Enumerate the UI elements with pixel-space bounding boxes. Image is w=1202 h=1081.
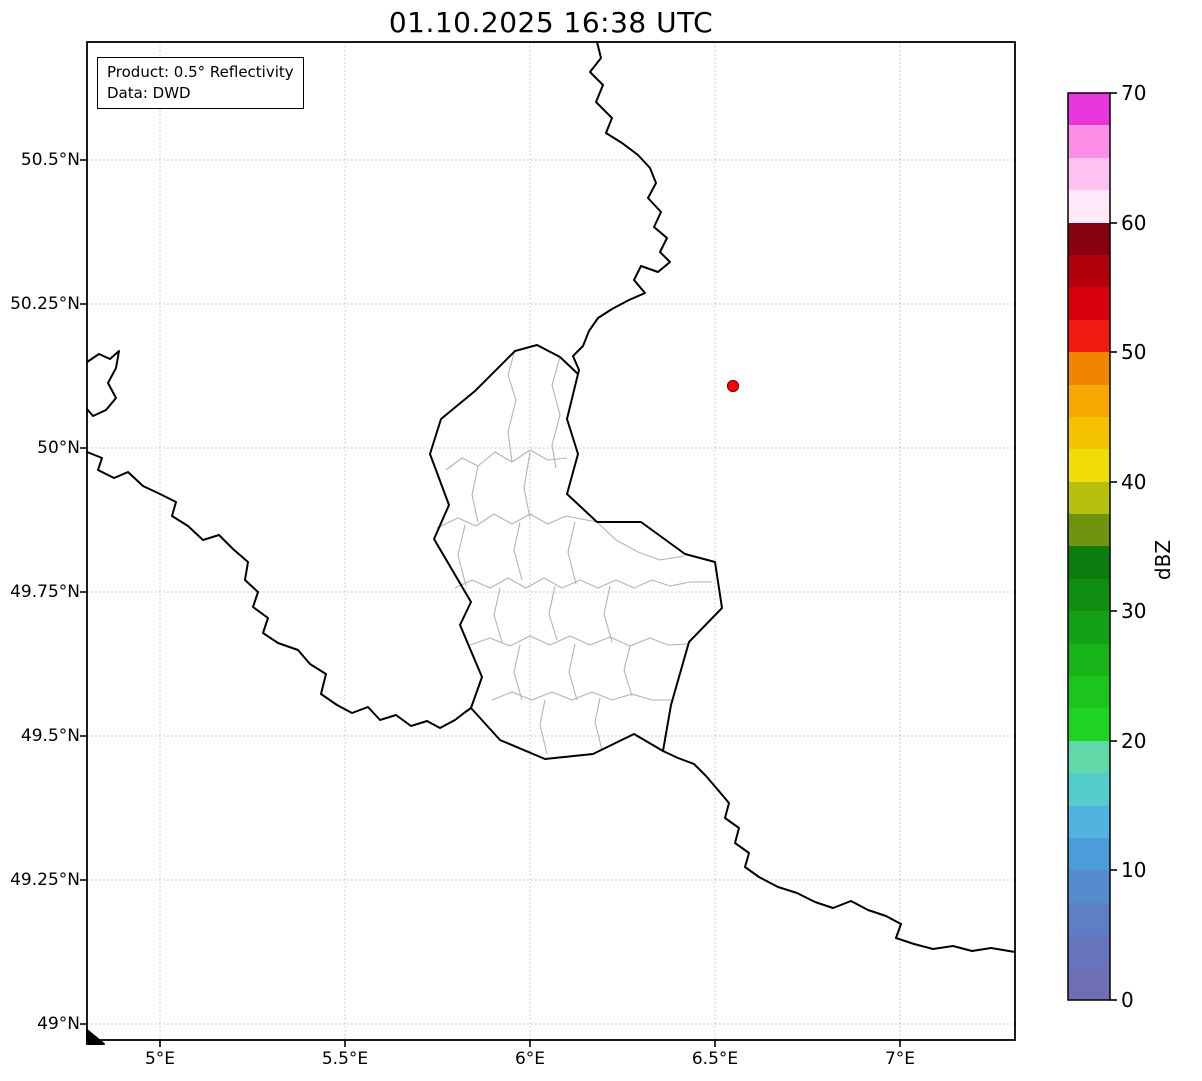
colorbar-segment <box>1068 93 1110 126</box>
colorbar-segment <box>1068 416 1110 450</box>
colorbar-segment <box>1068 643 1110 677</box>
colorbar-segment <box>1068 481 1110 515</box>
colorbar-frame <box>1067 92 1111 1001</box>
x-tick-label: 6°E <box>514 1049 546 1069</box>
colorbar-units-label: dBZ <box>1151 539 1175 581</box>
country-borders <box>86 41 1016 1045</box>
colorbar-segment <box>1068 708 1110 741</box>
y-tick-label: 49.25°N <box>10 870 80 890</box>
colorbar-segment <box>1068 870 1110 903</box>
colorbar-segment <box>1068 578 1110 612</box>
y-tick-label: 49°N <box>37 1014 80 1034</box>
colorbar-segment <box>1068 676 1110 709</box>
colorbar-segment <box>1068 384 1110 417</box>
y-tick-label: 50.25°N <box>10 294 80 314</box>
grid-lines <box>87 42 1015 1040</box>
border-corner-fragment <box>86 1029 105 1045</box>
colorbar-segment <box>1068 935 1110 968</box>
y-tick-label: 50.5°N <box>20 150 80 170</box>
colorbar-segment <box>1068 157 1110 191</box>
plot-frame <box>86 41 1016 1041</box>
colorbar-segment <box>1068 449 1110 482</box>
border-france-west <box>86 451 472 729</box>
x-tick-label: 7°E <box>884 1049 916 1069</box>
colorbar-segment <box>1068 352 1110 385</box>
colorbar-tick-label: 50 <box>1121 340 1147 364</box>
colorbar-tick-label: 30 <box>1121 599 1147 623</box>
colorbar-gradient <box>1068 93 1110 1000</box>
y-axis-ticks <box>80 159 87 1025</box>
colorbar-segment <box>1068 254 1110 288</box>
colorbar-segment <box>1068 773 1110 806</box>
colorbar-segment <box>1068 740 1110 774</box>
colorbar-segment <box>1068 546 1110 579</box>
district-borders <box>436 349 712 755</box>
colorbar-segment <box>1068 967 1110 1000</box>
colorbar-segment <box>1068 514 1110 547</box>
colorbar-tick-label: 70 <box>1121 81 1147 105</box>
colorbar-segment <box>1068 837 1110 871</box>
colorbar-tick-label: 40 <box>1121 470 1147 494</box>
annotation-source: Data: DWD <box>107 84 191 102</box>
colorbar-segment <box>1068 287 1110 320</box>
page-title: 01.10.2025 16:38 UTC <box>388 6 714 39</box>
colorbar-segment <box>1068 125 1110 158</box>
radar-marker <box>726 379 740 393</box>
colorbar-tick-label: 0 <box>1121 988 1134 1012</box>
colorbar-tick-label: 20 <box>1121 729 1147 753</box>
x-tick-label: 5.5°E <box>321 1049 369 1069</box>
x-tick-label: 6.5°E <box>691 1049 739 1069</box>
colorbar-segment <box>1068 611 1110 644</box>
colorbar-segment <box>1068 805 1110 838</box>
x-tick-label: 5°E <box>144 1049 176 1069</box>
y-tick-label: 49.75°N <box>10 582 80 602</box>
colorbar-tick-label: 60 <box>1121 211 1147 235</box>
colorbar-segment <box>1068 190 1110 223</box>
y-tick-label: 50°N <box>37 438 80 458</box>
colorbar-ticks <box>1110 92 1117 1001</box>
colorbar-segment <box>1068 902 1110 936</box>
x-axis-ticks <box>159 1040 901 1047</box>
border-givet <box>86 350 120 417</box>
annotation-box: Product: 0.5° Reflectivity Data: DWD <box>97 57 304 109</box>
colorbar-segment <box>1068 222 1110 255</box>
border-france-east <box>662 750 1016 953</box>
colorbar-tick-label: 10 <box>1121 858 1147 882</box>
y-tick-label: 49.5°N <box>20 726 80 746</box>
annotation-product: Product: 0.5° Reflectivity <box>107 63 294 81</box>
colorbar-segment <box>1068 319 1110 353</box>
border-luxembourg <box>429 344 723 760</box>
border-de-be <box>572 41 671 375</box>
